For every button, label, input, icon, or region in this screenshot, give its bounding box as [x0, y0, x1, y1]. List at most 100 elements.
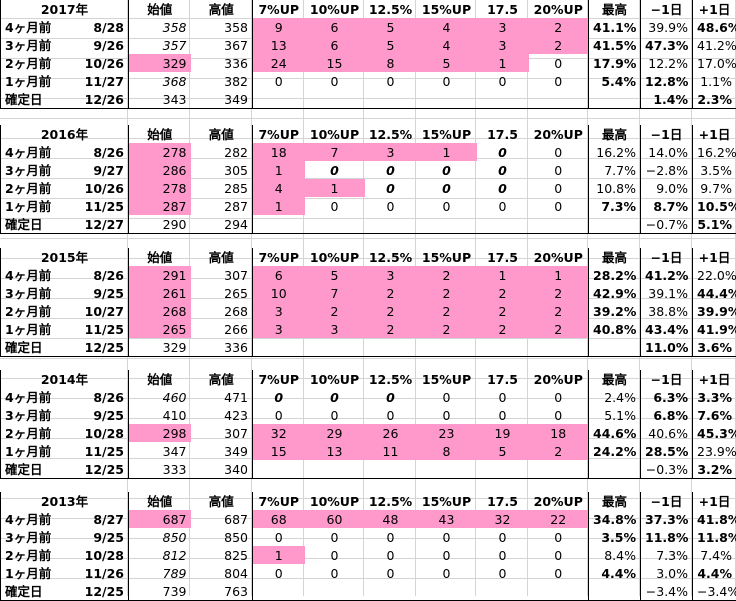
- value-cell[interactable]: 0: [417, 72, 477, 90]
- column-header[interactable]: 最高: [589, 125, 641, 143]
- value-cell[interactable]: 0: [477, 406, 529, 424]
- column-header[interactable]: 7%UP: [253, 0, 305, 18]
- value-cell[interactable]: 2: [477, 320, 529, 338]
- value-cell[interactable]: 367: [191, 36, 253, 54]
- value-cell[interactable]: 6: [253, 266, 305, 284]
- value-cell[interactable]: 44.6%: [589, 424, 641, 442]
- column-header[interactable]: +1日: [693, 370, 736, 388]
- value-cell[interactable]: 0: [305, 161, 365, 179]
- value-cell[interactable]: 8.4%: [589, 546, 641, 564]
- column-header[interactable]: 7%UP: [253, 370, 305, 388]
- value-cell[interactable]: 305: [191, 161, 253, 179]
- value-cell[interactable]: 0: [365, 564, 417, 582]
- empty-cell[interactable]: [253, 215, 305, 234]
- value-cell[interactable]: 15: [305, 54, 365, 72]
- value-cell[interactable]: 13: [253, 36, 305, 54]
- value-cell[interactable]: 7.6%: [693, 406, 736, 424]
- year-label[interactable]: 2017年: [1, 0, 129, 18]
- value-cell[interactable]: 382: [191, 72, 253, 90]
- value-cell[interactable]: 1.1%: [693, 72, 736, 90]
- value-cell[interactable]: 10: [253, 284, 305, 302]
- value-cell[interactable]: 45.3%: [693, 424, 736, 442]
- column-header[interactable]: 10%UP: [305, 0, 365, 18]
- value-cell[interactable]: 812: [129, 546, 191, 564]
- value-cell[interactable]: 60: [305, 510, 365, 528]
- value-cell[interactable]: 48.6%: [693, 18, 736, 36]
- column-header[interactable]: 17.5: [477, 248, 529, 266]
- column-header[interactable]: 7%UP: [253, 492, 305, 510]
- value-cell[interactable]: 0: [305, 564, 365, 582]
- column-header[interactable]: 始値: [129, 248, 191, 266]
- value-cell[interactable]: 47.3%: [641, 36, 693, 54]
- value-cell[interactable]: 0: [253, 406, 305, 424]
- value-cell[interactable]: 4: [253, 179, 305, 197]
- empty-cell[interactable]: [529, 338, 589, 357]
- value-cell[interactable]: 261: [129, 284, 191, 302]
- value-cell[interactable]: 3.5%: [589, 528, 641, 546]
- value-cell[interactable]: 0: [305, 546, 365, 564]
- value-cell[interactable]: 0: [365, 179, 417, 197]
- value-cell[interactable]: 291: [129, 266, 191, 284]
- value-cell[interactable]: 0: [477, 161, 529, 179]
- column-header[interactable]: 最高: [589, 370, 641, 388]
- value-cell[interactable]: 0: [365, 546, 417, 564]
- value-cell[interactable]: 11: [365, 442, 417, 460]
- value-cell[interactable]: 39.1%: [641, 284, 693, 302]
- column-header[interactable]: +1日: [693, 248, 736, 266]
- value-cell[interactable]: 2: [417, 302, 477, 320]
- value-cell[interactable]: 0: [417, 161, 477, 179]
- value-cell[interactable]: 9.0%: [641, 179, 693, 197]
- empty-cell[interactable]: [365, 460, 417, 479]
- column-header[interactable]: 15%UP: [417, 370, 477, 388]
- column-header[interactable]: 高値: [191, 492, 253, 510]
- value-cell[interactable]: 0: [529, 546, 589, 564]
- empty-cell[interactable]: [305, 338, 365, 357]
- column-header[interactable]: 20%UP: [529, 125, 589, 143]
- value-cell[interactable]: 29: [305, 424, 365, 442]
- value-cell[interactable]: 282: [191, 143, 253, 161]
- value-cell[interactable]: 0: [253, 72, 305, 90]
- value-cell[interactable]: 3: [305, 320, 365, 338]
- value-cell[interactable]: 286: [129, 161, 191, 179]
- value-cell[interactable]: 3: [253, 302, 305, 320]
- value-cell[interactable]: 0: [417, 564, 477, 582]
- value-cell[interactable]: 17.0%: [693, 54, 736, 72]
- value-cell[interactable]: 294: [191, 215, 253, 234]
- empty-cell[interactable]: [589, 215, 641, 234]
- column-header[interactable]: 10%UP: [305, 248, 365, 266]
- value-cell[interactable]: −3.4%: [641, 582, 693, 601]
- value-cell[interactable]: 8: [417, 442, 477, 460]
- value-cell[interactable]: 1: [305, 179, 365, 197]
- empty-cell[interactable]: [477, 215, 529, 234]
- value-cell[interactable]: 5: [477, 442, 529, 460]
- value-cell[interactable]: 18: [253, 143, 305, 161]
- value-cell[interactable]: 307: [191, 266, 253, 284]
- value-cell[interactable]: 41.1%: [589, 18, 641, 36]
- value-cell[interactable]: 329: [129, 338, 191, 357]
- value-cell[interactable]: 5.4%: [589, 72, 641, 90]
- column-header[interactable]: 始値: [129, 0, 191, 18]
- value-cell[interactable]: 265: [129, 320, 191, 338]
- value-cell[interactable]: 32: [253, 424, 305, 442]
- value-cell[interactable]: 42.9%: [589, 284, 641, 302]
- value-cell[interactable]: 347: [129, 442, 191, 460]
- value-cell[interactable]: 1: [477, 54, 529, 72]
- value-cell[interactable]: 7.3%: [589, 197, 641, 215]
- value-cell[interactable]: 0: [477, 72, 529, 90]
- value-cell[interactable]: 850: [191, 528, 253, 546]
- value-cell[interactable]: 3.5%: [693, 161, 736, 179]
- value-cell[interactable]: 12.2%: [641, 54, 693, 72]
- value-cell[interactable]: 11.8%: [641, 528, 693, 546]
- value-cell[interactable]: 43: [417, 510, 477, 528]
- value-cell[interactable]: 336: [191, 54, 253, 72]
- value-cell[interactable]: 6.3%: [641, 388, 693, 406]
